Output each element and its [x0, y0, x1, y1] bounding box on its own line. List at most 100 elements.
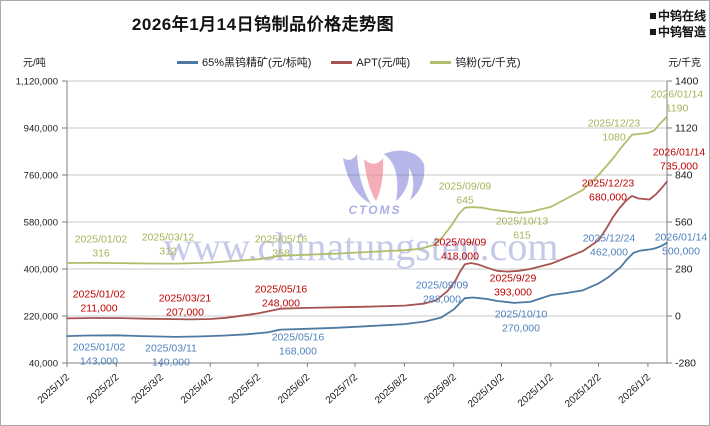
legend-item-apt: APT(元/吨) [331, 54, 410, 70]
left-axis-tick: 400,000 [24, 265, 58, 276]
annotation-value: 312 [159, 246, 177, 258]
chart-title: 2026年1月14日钨制品价格走势图 [131, 15, 395, 34]
series-line-2 [66, 115, 668, 265]
legend-label: 65%黑钨精矿(元/标吨) [202, 57, 312, 69]
brand-label: 中钨智造 [657, 24, 706, 39]
annotation-value: 1080 [602, 132, 626, 144]
watermark-logo-text: CTOMS [348, 203, 401, 217]
annotation-value: 140,000 [152, 357, 190, 369]
annotation-value: 143,000 [80, 356, 118, 368]
annotation-value: 418,000 [441, 251, 479, 263]
annotation-date: 2025/01/02 [73, 342, 126, 354]
legend-line-sample [430, 60, 452, 64]
x-axis-tick: 2025/2/2 [85, 372, 122, 407]
left-axis-tick: 940,000 [24, 124, 58, 135]
right-axis-tick: 1400 [675, 76, 699, 88]
legend-label: APT(元/吨) [356, 57, 411, 69]
annotation-date: 2026/01/14 [653, 147, 706, 159]
x-axis-tick: 2025/1/2 [36, 372, 73, 407]
brand-logo-icon [647, 27, 656, 35]
legend-label: 钨粉(元/千克) [455, 57, 521, 69]
annotation-date: 2025/12/23 [582, 178, 635, 190]
right-axis-tick: 560 [675, 217, 693, 229]
annotation-value: 462,000 [590, 247, 628, 259]
brand-label: 中钨在线 [657, 8, 706, 23]
brand-logo-icon [647, 11, 656, 19]
axes [62, 80, 672, 367]
legend-line-sample [177, 60, 198, 64]
x-axis-tick: 2025/7/2 [324, 372, 361, 407]
data-annotations: 2025/01/02 143,000 2025/03/11 140,000 2025/0… [73, 89, 708, 369]
left-axis-unit-label: 元/吨 [23, 58, 46, 69]
x-axis-tick: 2025/10/2 [466, 372, 507, 410]
brand-line-2: 中钨智造 [647, 23, 706, 39]
x-axis-tick: 2025/3/2 [130, 372, 167, 407]
annotation-value: 248,000 [262, 298, 300, 310]
annotation-value: 270,000 [502, 323, 540, 335]
left-axis-tick: 580,000 [24, 218, 58, 229]
legend: 65%黑钨精矿(元/标吨) APT(元/吨) 钨粉(元/千克) [177, 54, 521, 70]
annotation-date: 2026/01/14 [655, 232, 708, 244]
annotation-value: 500,000 [662, 246, 700, 258]
annotation-date: 2025/05/16 [272, 332, 325, 344]
annotation-value: 393,000 [494, 287, 532, 299]
left-axis-tick: 1,120,000 [16, 77, 58, 88]
annotation-date: 2026/01/14 [651, 89, 704, 101]
series-line-1 [66, 180, 668, 321]
annotation-date: 2025/05/16 [255, 284, 308, 296]
annotation-value: 288,000 [423, 294, 461, 306]
annotation-value: 735,000 [660, 161, 698, 173]
annotation-value: 316 [92, 248, 110, 260]
x-axis-tick: 2026/1/2 [617, 372, 654, 407]
gridlines [67, 80, 667, 364]
annotation-date: 2025/12/24 [583, 233, 636, 245]
annotation-date: 2025/09/09 [416, 280, 469, 292]
watermark-logo-icon: CTOMS [343, 150, 425, 217]
annotation-date: 2025/10/10 [495, 309, 548, 321]
x-axis-tick: 2025/11/2 [516, 372, 556, 410]
x-axis-tick: 2025/5/2 [227, 372, 264, 407]
annotation-value: 358 [272, 248, 290, 260]
annotation-date: 2025/10/13 [496, 216, 549, 228]
annotation-value: 211,000 [80, 303, 117, 315]
annotation-value: 645 [456, 195, 474, 207]
annotation-date: 2025/9/29 [490, 273, 537, 285]
annotation-date: 2025/12/23 [588, 118, 641, 130]
right-axis-tick: -280 [675, 358, 696, 370]
x-axis-tick: 2025/9/2 [422, 372, 459, 407]
annotation-date: 2025/09/09 [439, 181, 492, 193]
annotation-value: 680,000 [589, 192, 627, 204]
annotation-value: 615 [513, 230, 531, 242]
x-axis-tick: 2025/8/2 [373, 372, 410, 407]
left-axis-tick: 760,000 [24, 171, 58, 182]
brand-links: 中钨在线 中钨智造 [647, 7, 706, 39]
annotation-date: 2025/03/12 [142, 232, 195, 244]
annotation-date: 2025/01/02 [73, 289, 126, 301]
right-axis-unit-label: 元/千克 [668, 58, 701, 69]
x-axis-tick: 2025/4/2 [179, 372, 216, 407]
x-axis-tick: 2025/12/2 [563, 372, 604, 410]
left-axis-tick: 40,000 [29, 359, 58, 370]
annotation-date: 2025/03/11 [145, 343, 197, 355]
annotation-date: 2025/05/16 [255, 234, 308, 246]
legend-item-black-tungsten: 65%黑钨精矿(元/标吨) [177, 54, 311, 70]
legend-item-tungsten-powder: 钨粉(元/千克) [430, 54, 521, 70]
right-axis-tick: 1120 [675, 123, 698, 135]
legend-line-sample [331, 60, 353, 64]
x-axis-tick: 2025/6/2 [276, 372, 313, 407]
right-axis-tick: 0 [675, 311, 681, 323]
left-axis-tick: 220,000 [24, 312, 58, 323]
series-line-0 [66, 241, 668, 338]
right-axis-tick: 280 [675, 264, 693, 276]
annotation-date: 2025/03/21 [159, 293, 212, 305]
annotation-value: 168,000 [279, 346, 317, 358]
annotation-value: 207,000 [166, 307, 204, 319]
annotation-date: 2025/09/09 [434, 237, 487, 249]
annotation-date: 2025/01/02 [75, 234, 128, 246]
right-axis-tick: 840 [675, 170, 693, 182]
annotation-value: 1190 [666, 103, 689, 115]
brand-line-1: 中钨在线 [647, 7, 706, 23]
